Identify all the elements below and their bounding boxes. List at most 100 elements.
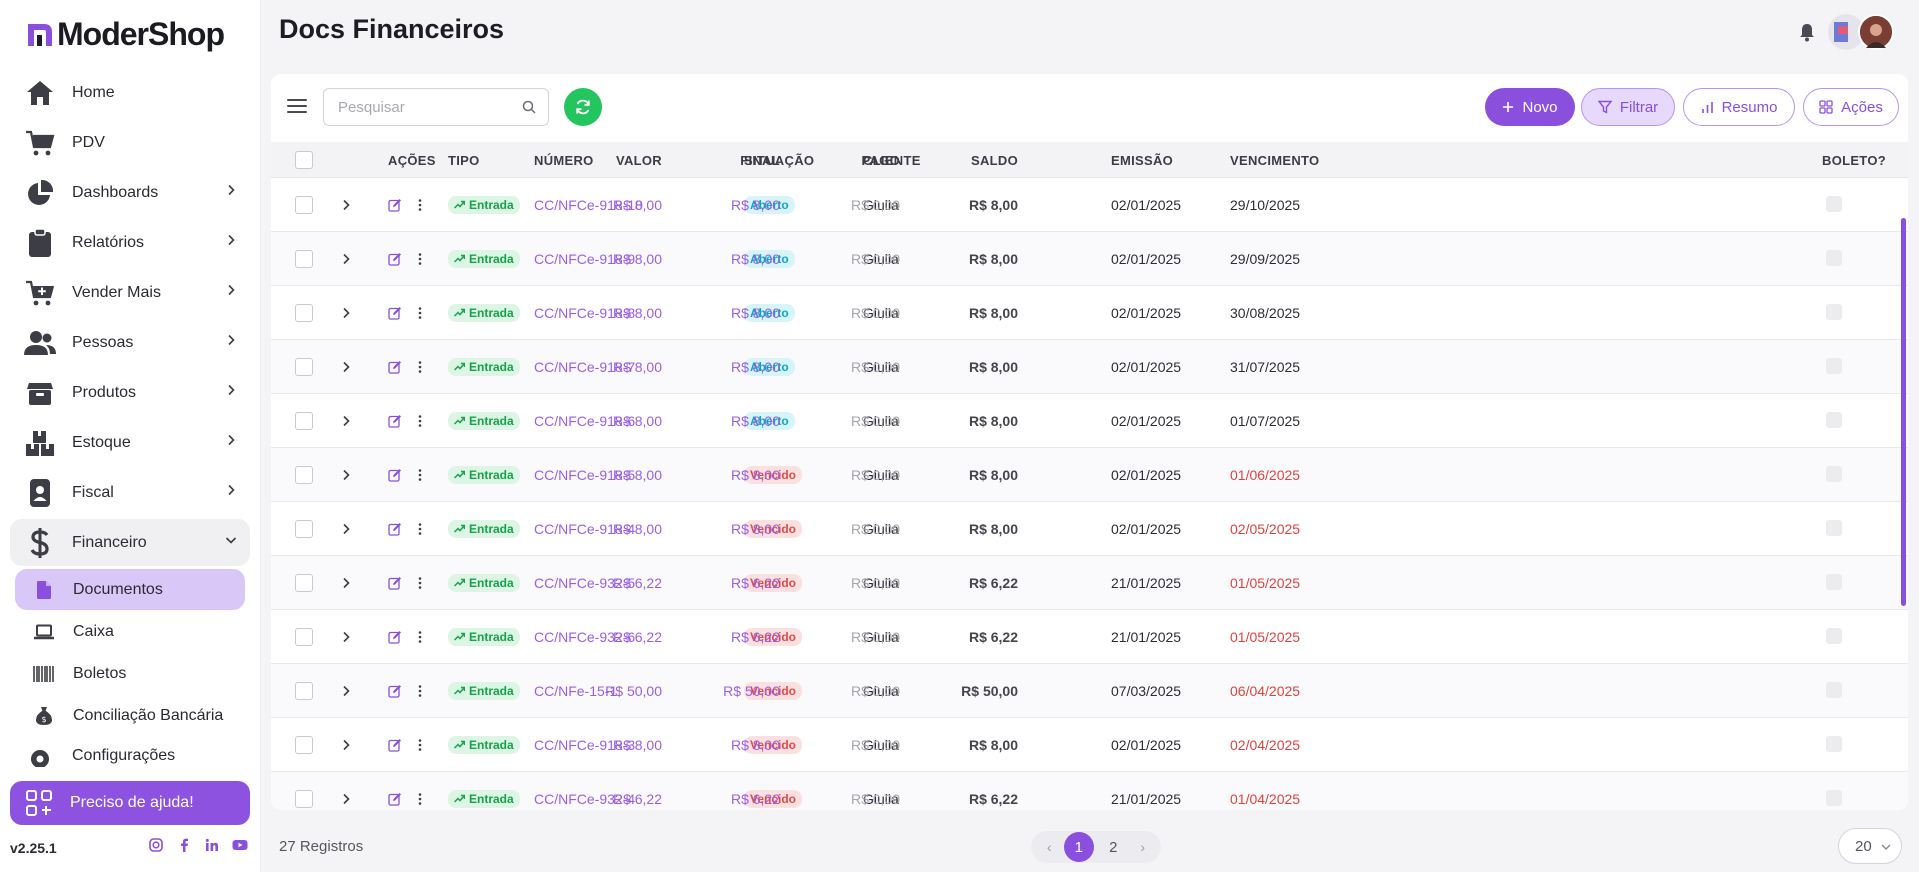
sidebar-item-configuracoes[interactable]: Configurações [10, 737, 250, 767]
document-number-link[interactable]: CC/NFCe-918-6 [534, 412, 636, 429]
boleto-checkbox[interactable] [1826, 790, 1842, 806]
page-1-button[interactable]: 1 [1063, 832, 1094, 862]
expand-row-icon[interactable] [339, 718, 353, 771]
document-number-link[interactable]: CC/NFe-15-1 [534, 682, 618, 699]
refresh-button[interactable] [564, 88, 602, 126]
row-checkbox[interactable] [295, 411, 313, 430]
expand-row-icon[interactable] [339, 556, 353, 609]
document-number-link[interactable]: CC/NFCe-932-6 [534, 628, 636, 645]
sidebar-item-estoque[interactable]: Estoque [10, 419, 250, 466]
header-vencimento[interactable]: VENCIMENTO [1230, 152, 1320, 168]
document-number-link[interactable]: CC/NFCe-932-5 [534, 574, 636, 591]
more-options-icon[interactable] [418, 502, 422, 555]
sidebar-item-dashboards[interactable]: Dashboards [10, 169, 250, 216]
bell-icon[interactable] [1798, 22, 1816, 42]
row-checkbox[interactable] [295, 303, 313, 322]
facebook-icon[interactable] [176, 837, 192, 853]
filter-button[interactable]: Filtrar [1581, 88, 1675, 126]
table-row[interactable]: Entrada CC/NFCe-932-5 Vencido Giulia 21/… [271, 556, 1908, 610]
edit-icon[interactable] [388, 286, 402, 339]
boleto-checkbox[interactable] [1826, 628, 1842, 644]
expand-row-icon[interactable] [339, 664, 353, 717]
sidebar-item-financeiro[interactable]: Financeiro [10, 519, 250, 566]
sidebar-item-relatorios[interactable]: Relatórios [10, 219, 250, 266]
header-cliente[interactable]: CLIENTE [863, 152, 921, 168]
page-2-button[interactable]: 2 [1109, 838, 1118, 856]
row-checkbox[interactable] [295, 195, 313, 214]
hamburger-menu-icon[interactable] [287, 98, 307, 114]
sidebar-subitem-conciliacao-bancaria[interactable]: $ Conciliação Bancária [15, 695, 245, 736]
boleto-checkbox[interactable] [1826, 520, 1842, 536]
table-row[interactable]: Entrada CC/NFCe-918-7 Aberto Giulia 02/0… [271, 340, 1908, 394]
row-checkbox[interactable] [295, 249, 313, 268]
next-page-icon[interactable]: › [1140, 839, 1146, 855]
table-row[interactable]: Entrada CC/NFCe-918-8 Aberto Giulia 02/0… [271, 286, 1908, 340]
document-number-link[interactable]: CC/NFCe-918-3 [534, 736, 636, 753]
sidebar-subitem-caixa[interactable]: Caixa [15, 611, 245, 652]
new-button[interactable]: Novo [1485, 88, 1575, 126]
row-checkbox[interactable] [295, 789, 313, 808]
row-checkbox[interactable] [295, 573, 313, 592]
more-options-icon[interactable] [418, 772, 422, 810]
row-checkbox[interactable] [295, 681, 313, 700]
youtube-icon[interactable] [232, 837, 248, 853]
boleto-checkbox[interactable] [1826, 358, 1842, 374]
table-row[interactable]: Entrada CC/NFe-15-1 Vencido Giulia 07/03… [271, 664, 1908, 718]
header-situacao[interactable]: SITUAÇÃO [744, 152, 815, 168]
expand-row-icon[interactable] [339, 448, 353, 501]
table-row[interactable]: Entrada CC/NFCe-918-9 Aberto Giulia 02/0… [271, 232, 1908, 286]
header-valor[interactable]: VALOR [615, 152, 662, 168]
prev-page-icon[interactable]: ‹ [1046, 839, 1052, 855]
search-icon[interactable] [522, 100, 536, 114]
row-checkbox[interactable] [295, 627, 313, 646]
boleto-checkbox[interactable] [1826, 682, 1842, 698]
header-saldo[interactable]: SALDO [971, 152, 1018, 168]
table-row[interactable]: Entrada CC/NFCe-932-4 Vencido Giulia 21/… [271, 772, 1908, 810]
edit-icon[interactable] [388, 232, 402, 285]
sidebar-item-pdv[interactable]: PDV [10, 119, 250, 166]
table-row[interactable]: Entrada CC/NFCe-932-6 Vencido Giulia 21/… [271, 610, 1908, 664]
avatar[interactable] [1828, 14, 1864, 50]
boleto-checkbox[interactable] [1826, 736, 1842, 752]
instagram-icon[interactable] [148, 837, 164, 853]
sidebar-item-vender-mais[interactable]: Vender Mais [10, 269, 250, 316]
row-checkbox[interactable] [295, 519, 313, 538]
more-options-icon[interactable] [418, 286, 422, 339]
sidebar-subitem-boletos[interactable]: Boletos [15, 653, 245, 694]
row-checkbox[interactable] [295, 357, 313, 376]
table-row[interactable]: Entrada CC/NFCe-918-6 Aberto Giulia 02/0… [271, 394, 1908, 448]
more-options-icon[interactable] [418, 232, 422, 285]
header-numero[interactable]: NÚMERO [534, 152, 594, 168]
expand-row-icon[interactable] [339, 286, 353, 339]
header-emissao[interactable]: EMISSÃO [1111, 152, 1174, 168]
edit-icon[interactable] [388, 664, 402, 717]
boleto-checkbox[interactable] [1826, 250, 1842, 266]
table-row[interactable]: Entrada CC/NFCe-918-5 Vencido Giulia 02/… [271, 448, 1908, 502]
edit-icon[interactable] [388, 448, 402, 501]
document-number-link[interactable]: CC/NFCe-918-5 [534, 466, 636, 483]
table-row[interactable]: Entrada CC/NFCe-918-3 Vencido Giulia 02/… [271, 718, 1908, 772]
edit-icon[interactable] [388, 502, 402, 555]
edit-icon[interactable] [388, 718, 402, 771]
sidebar-item-produtos[interactable]: Produtos [10, 369, 250, 416]
edit-icon[interactable] [388, 772, 402, 810]
document-number-link[interactable]: CC/NFCe-918-4 [534, 520, 636, 537]
more-options-icon[interactable] [418, 664, 422, 717]
header-tipo[interactable]: TIPO [448, 152, 480, 168]
expand-row-icon[interactable] [339, 772, 353, 810]
edit-icon[interactable] [388, 556, 402, 609]
select-all-checkbox[interactable] [295, 151, 313, 169]
header-final[interactable]: FINAL [740, 152, 780, 168]
document-number-link[interactable]: CC/NFCe-918-8 [534, 304, 636, 321]
more-options-icon[interactable] [418, 556, 422, 609]
search-input[interactable] [324, 89, 509, 125]
linkedin-icon[interactable] [204, 837, 220, 853]
edit-icon[interactable] [388, 340, 402, 393]
row-checkbox[interactable] [295, 465, 313, 484]
edit-icon[interactable] [388, 394, 402, 447]
actions-button[interactable]: Ações [1803, 88, 1899, 126]
user-avatar[interactable] [1858, 14, 1894, 50]
sidebar-item-fiscal[interactable]: Fiscal [10, 469, 250, 516]
more-options-icon[interactable] [418, 394, 422, 447]
expand-row-icon[interactable] [339, 178, 353, 231]
